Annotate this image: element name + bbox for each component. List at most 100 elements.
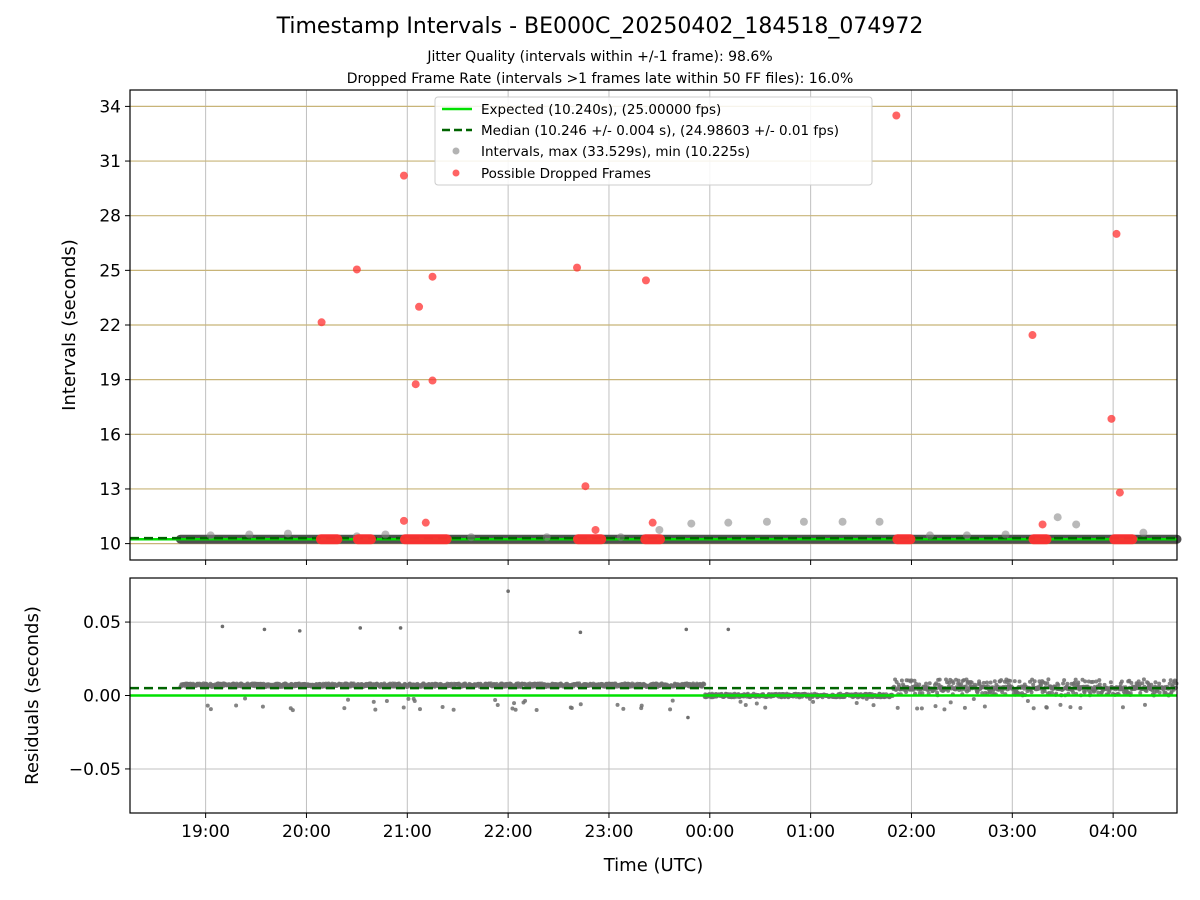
y-tick-label: 31 <box>99 152 121 172</box>
dropped-point <box>1115 488 1124 497</box>
interval-point <box>283 529 292 538</box>
residual-point <box>495 702 500 707</box>
residual-point <box>1029 690 1034 695</box>
intervals-ylabel: Intervals (seconds) <box>59 239 80 411</box>
residual-point <box>899 678 904 683</box>
residual-point <box>982 704 987 709</box>
residual-point <box>933 704 938 709</box>
dropped-point <box>581 482 590 491</box>
residual-point <box>668 707 673 712</box>
dropped-point <box>1112 229 1121 238</box>
residual-point <box>1097 678 1102 683</box>
dropped-point <box>648 518 657 527</box>
residual-point <box>1097 682 1102 687</box>
residual-point <box>440 705 445 710</box>
residual-point <box>1172 678 1177 683</box>
interval-point <box>1053 513 1062 522</box>
residual-outlier <box>358 626 363 630</box>
residual-point <box>1071 690 1076 695</box>
residual-point <box>373 707 378 712</box>
legend-label: Expected (10.240s), (25.00000 fps) <box>481 102 721 118</box>
residual-point <box>1046 677 1051 682</box>
residual-outlier <box>398 626 403 630</box>
residual-point <box>909 678 914 683</box>
residual-point <box>1138 690 1143 695</box>
residual-point <box>1161 678 1166 683</box>
residuals-panel: 0.05 0.00 −0.05 19:00 20:00 21:00 22:00 23:00 00… <box>22 577 1179 876</box>
residual-point <box>924 681 929 686</box>
residual-point <box>854 700 859 705</box>
residual-point <box>1149 682 1154 687</box>
interval-point <box>467 533 476 542</box>
residual-point <box>513 707 518 712</box>
residual-point <box>919 706 924 711</box>
residual-point <box>243 696 248 701</box>
residual-point <box>988 680 993 685</box>
residual-point <box>738 699 743 704</box>
residual-point <box>1044 705 1049 710</box>
figure-subtitle-dropped: Dropped Frame Rate (intervals >1 frames … <box>346 71 854 87</box>
y-tick-label: 25 <box>99 261 121 281</box>
legend-label: Intervals, max (33.529s), min (10.225s) <box>481 144 750 160</box>
residual-point <box>451 707 456 712</box>
dropped-point <box>317 318 326 327</box>
residual-outlier <box>686 715 690 720</box>
residual-point <box>1157 690 1162 695</box>
x-axis-label: Time (UTC) <box>603 855 704 876</box>
residual-point <box>702 682 707 687</box>
x-tick-label: 21:00 <box>383 822 432 842</box>
legend-label: Possible Dropped Frames <box>481 166 651 182</box>
x-tick-label: 23:00 <box>584 822 633 842</box>
legend: Expected (10.240s), (25.00000 fps) Median… <box>434 96 873 186</box>
dropped-point <box>1038 520 1047 529</box>
dropped-point <box>415 302 424 311</box>
residual-point <box>947 681 952 686</box>
dropped-cluster <box>1109 534 1138 545</box>
residual-point <box>904 690 909 695</box>
legend-intervals-swatch <box>452 147 460 155</box>
residual-point <box>959 682 964 687</box>
y-tick-label: 16 <box>99 425 121 445</box>
residual-point <box>942 707 947 712</box>
residual-point <box>342 706 347 711</box>
interval-point <box>799 517 808 526</box>
residual-point <box>915 706 920 711</box>
residual-point <box>956 678 961 683</box>
dropped-point <box>1028 331 1037 340</box>
residual-point <box>1168 678 1173 683</box>
intervals-axes-frame <box>129 89 1178 561</box>
interval-point <box>925 531 934 540</box>
dropped-point <box>1107 414 1116 423</box>
residual-point <box>510 706 515 711</box>
residual-point <box>1000 690 1005 695</box>
interval-point <box>245 530 254 539</box>
y-tick-label: −0.05 <box>69 760 121 780</box>
residual-point <box>1091 679 1096 684</box>
residual-outlier <box>506 589 510 594</box>
residual-point <box>412 698 417 703</box>
residual-point <box>1017 679 1022 684</box>
dropped-cluster <box>1028 534 1052 545</box>
residual-point <box>1167 681 1172 686</box>
residual-point <box>346 697 351 702</box>
residual-point <box>1061 681 1066 686</box>
residual-point <box>980 691 985 696</box>
residual-point <box>763 705 768 710</box>
residual-point <box>1157 681 1162 686</box>
residual-point <box>1045 681 1050 686</box>
residual-point <box>1141 677 1146 682</box>
dropped-cluster <box>315 534 343 545</box>
dropped-point <box>428 272 437 281</box>
dropped-point <box>591 525 600 534</box>
y-tick-label: 10 <box>99 535 121 555</box>
residual-point <box>1153 680 1158 685</box>
residual-point <box>1076 680 1081 685</box>
residual-point <box>981 680 986 685</box>
residual-point <box>969 680 974 685</box>
residual-point <box>1050 690 1055 695</box>
residual-point <box>977 681 982 686</box>
y-tick-label: 22 <box>99 316 121 336</box>
residual-point <box>984 680 989 685</box>
dropped-cluster <box>352 534 377 545</box>
